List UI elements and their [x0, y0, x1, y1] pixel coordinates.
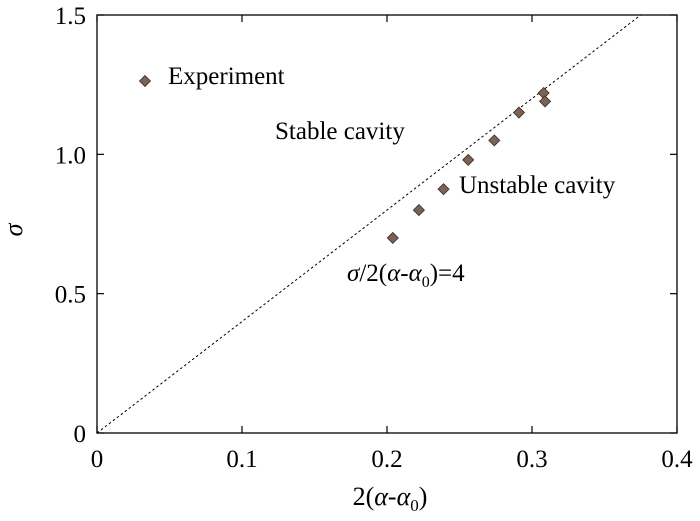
data-point: [412, 204, 425, 217]
x-tick-label: 0.4: [661, 446, 693, 473]
legend-marker: [138, 74, 152, 88]
legend-label: Experiment: [168, 63, 285, 90]
x-tick-label: 0.2: [371, 446, 402, 473]
data-point: [488, 134, 501, 147]
y-axis-title: σ: [0, 222, 28, 236]
y-tick-label: 1.5: [55, 3, 86, 30]
annotation-stable: Stable cavity: [275, 118, 405, 145]
data-point: [437, 183, 450, 196]
axis-ticks: 0 0.1 0.2 0.3 0.4 0 0.5 1.0 1.5: [55, 3, 693, 473]
data-point: [512, 106, 526, 119]
x-tick-label: 0: [91, 446, 104, 473]
y-tick-label: 1.0: [55, 142, 86, 169]
data-point: [462, 153, 475, 166]
data-point: [538, 95, 552, 108]
data-points: [386, 86, 552, 244]
annotation-unstable: Unstable cavity: [459, 172, 616, 199]
x-axis-title: 2(α-α0): [353, 482, 428, 515]
reference-line-layer: [96, 14, 642, 434]
x-tick-label: 0.1: [226, 446, 257, 473]
reference-line: [96, 14, 642, 434]
annotations: Experiment 2(α-α0) σ Stable cavity Unstable …: [0, 63, 616, 515]
y-tick-label: 0: [74, 421, 87, 448]
annotation-ratio: σ/2(α-α0)=4: [347, 260, 465, 291]
y-tick-label: 0.5: [55, 282, 86, 309]
data-point: [386, 231, 399, 244]
x-tick-label: 0.3: [516, 446, 547, 473]
